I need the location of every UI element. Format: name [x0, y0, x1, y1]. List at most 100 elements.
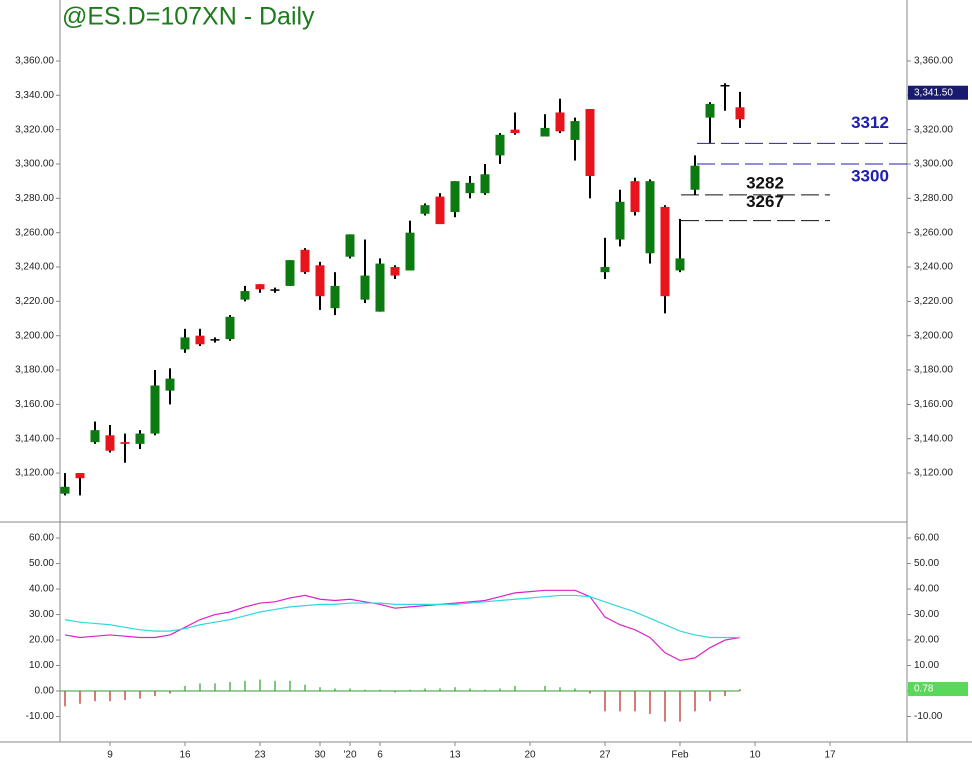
y-tick-label: -10.00	[26, 711, 55, 722]
y-tick-label: 20.00	[914, 635, 939, 646]
y-tick-label: 20.00	[29, 635, 54, 646]
histogram-bar	[109, 691, 111, 702]
x-tick-label: 30	[314, 750, 326, 761]
candle-body	[330, 285, 340, 309]
y-tick-label: 60.00	[29, 533, 54, 544]
candle-body	[480, 174, 490, 194]
y-tick-label: 3,140.00	[914, 433, 953, 444]
candle-body	[735, 107, 745, 120]
y-tick-label: 60.00	[914, 533, 939, 544]
histogram-bar	[244, 680, 246, 692]
histogram-bar	[709, 691, 711, 702]
x-tick-label: 6	[377, 750, 383, 761]
y-tick-label: 3,200.00	[15, 330, 54, 341]
histogram-bar	[499, 688, 501, 692]
histogram-bar	[259, 679, 261, 692]
candle-body	[600, 267, 610, 273]
candle-body	[165, 378, 175, 391]
candle-body	[555, 112, 565, 132]
histogram-bar	[559, 687, 561, 692]
y-tick-label: 3,180.00	[914, 365, 953, 376]
histogram-bar	[574, 688, 576, 692]
y-tick-label: 0.00	[35, 686, 55, 697]
y-tick-label: 3,320.00	[914, 124, 953, 135]
histogram-bar	[334, 688, 336, 692]
x-tick-label: 13	[449, 750, 461, 761]
y-tick-label: 3,220.00	[15, 296, 54, 307]
y-tick-label: 3,300.00	[15, 159, 54, 170]
x-tick-label: 9	[107, 750, 113, 761]
candle-body	[375, 263, 385, 312]
y-tick-label: 50.00	[29, 558, 54, 569]
histogram-bar	[304, 684, 306, 692]
candle-body	[690, 165, 700, 190]
candle-body	[345, 234, 355, 257]
histogram-bar	[364, 689, 366, 692]
histogram-bar	[634, 691, 636, 712]
value-tag-label: 0.78	[914, 684, 934, 695]
y-tick-label: 40.00	[914, 584, 939, 595]
histogram-bar	[229, 682, 231, 692]
histogram-bar	[154, 691, 156, 697]
candle-body	[405, 232, 415, 271]
candle-body	[495, 134, 505, 156]
value-tag	[908, 682, 968, 697]
candle-body	[75, 473, 85, 479]
histogram-bar	[649, 691, 651, 714]
candle-body	[630, 181, 640, 213]
candle-body	[615, 201, 625, 240]
y-tick-label: -10.00	[914, 711, 943, 722]
histogram-bar	[664, 691, 666, 722]
y-tick-label: 3,280.00	[15, 193, 54, 204]
histogram-bar	[319, 687, 321, 692]
candle-body	[465, 182, 475, 194]
histogram-bar	[544, 685, 546, 692]
histogram-bar	[274, 680, 276, 692]
price-tag	[908, 85, 968, 100]
histogram-bar	[64, 691, 66, 707]
y-tick-label: 3,180.00	[15, 365, 54, 376]
candle-body	[315, 265, 325, 297]
candle-body	[435, 196, 445, 225]
x-tick-label: Feb	[671, 750, 689, 761]
candle-body	[675, 258, 685, 271]
histogram-bar	[349, 688, 351, 692]
price-tag-label: 3,341.50	[914, 87, 953, 98]
candle-body	[255, 284, 265, 290]
histogram-bar	[604, 691, 606, 712]
histogram-bar	[514, 685, 516, 692]
histogram-bar	[169, 691, 171, 694]
y-tick-label: 10.00	[29, 660, 54, 671]
histogram-bar	[139, 691, 141, 699]
x-tick-label: 27	[599, 750, 611, 761]
y-tick-label: 3,240.00	[914, 262, 953, 273]
candle-body	[150, 385, 160, 434]
y-tick-label: 3,260.00	[15, 227, 54, 238]
histogram-bar	[394, 691, 396, 693]
candle-body	[135, 433, 145, 444]
candle-body	[420, 205, 430, 214]
y-tick-label: 3,320.00	[15, 124, 54, 135]
candle-body	[390, 267, 400, 276]
histogram-bar	[184, 685, 186, 692]
candle-body	[645, 181, 655, 254]
y-tick-label: 3,200.00	[914, 330, 953, 341]
candle-body	[720, 84, 730, 87]
level-label: 3300	[851, 166, 889, 185]
histogram-bar	[679, 691, 681, 722]
y-tick-label: 3,140.00	[15, 433, 54, 444]
histogram-bar	[484, 689, 486, 692]
y-tick-label: 3,260.00	[914, 227, 953, 238]
y-tick-label: 3,360.00	[914, 56, 953, 67]
candle-body	[240, 291, 250, 300]
chart-title: @ES.D=107XN - Daily	[62, 3, 315, 31]
candle-body	[360, 275, 370, 300]
histogram-bar	[454, 687, 456, 692]
histogram-bar	[124, 691, 126, 700]
candle-body	[585, 109, 595, 177]
y-tick-label: 10.00	[914, 660, 939, 671]
x-tick-label: '20	[343, 750, 356, 761]
candle-body	[60, 486, 70, 494]
candle-body	[570, 121, 580, 140]
